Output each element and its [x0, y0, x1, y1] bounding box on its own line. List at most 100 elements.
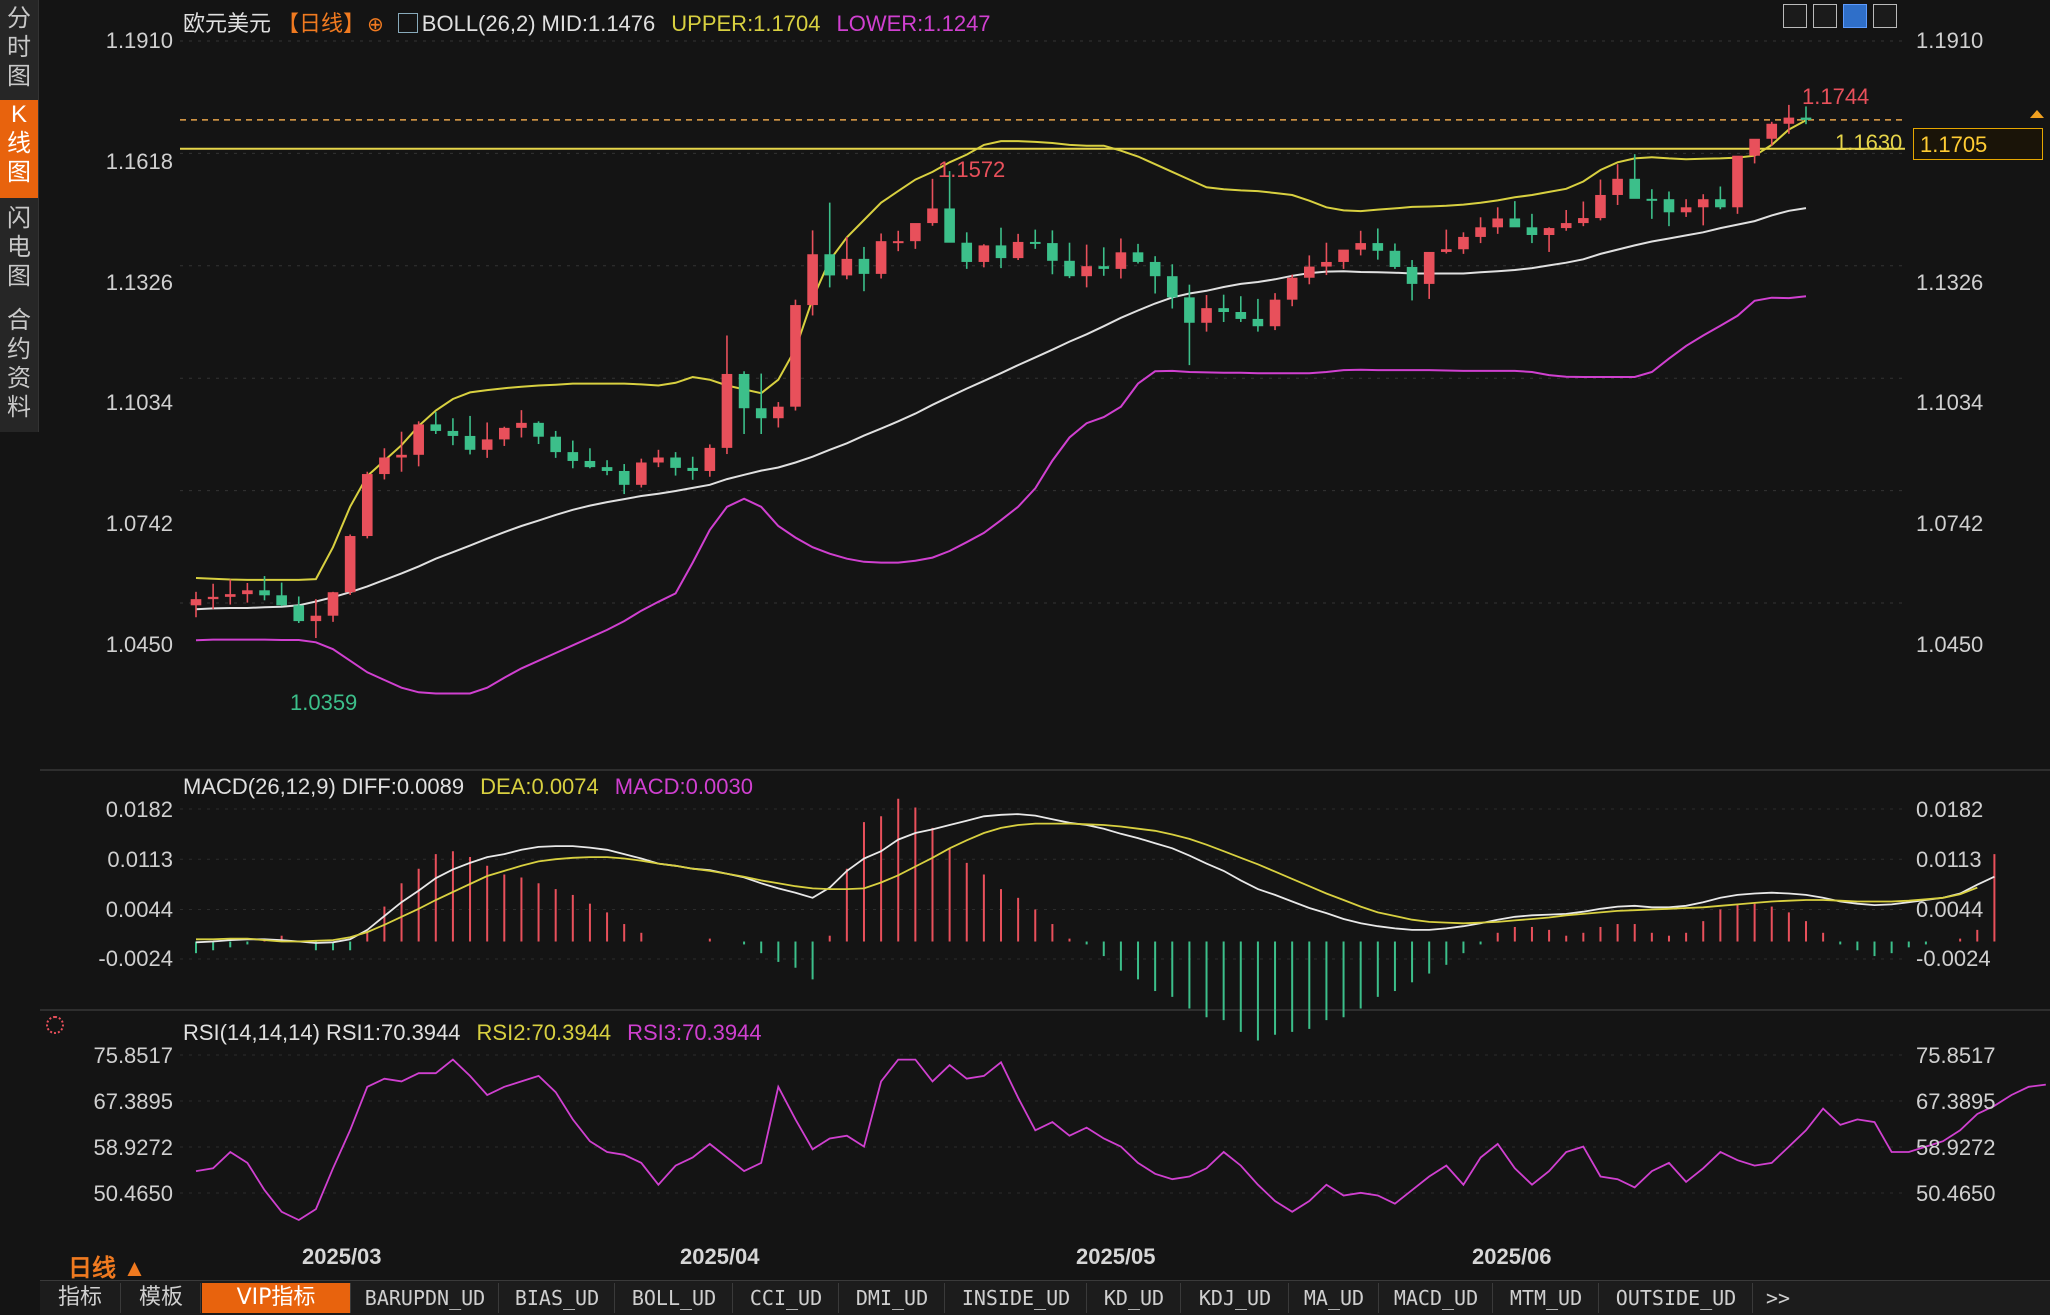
main-y-tick-left: 1.1910: [105, 28, 173, 53]
candle-body: [773, 406, 784, 419]
candle-body: [858, 258, 870, 274]
side-tab-char: 料: [7, 394, 31, 421]
candle-body: [755, 408, 767, 419]
tab-contract-info[interactable]: 合约资料: [0, 306, 38, 428]
period-selector[interactable]: 日线 ▲: [68, 1255, 147, 1282]
tab-macd-ud[interactable]: MACD_UD: [1380, 1283, 1493, 1313]
tab-kdj-ud[interactable]: KDJ_UD: [1182, 1283, 1289, 1313]
candle-body: [1766, 123, 1778, 139]
macd-diff-line: [195, 813, 1995, 944]
macd-params: MACD(26,12,9): [183, 774, 336, 799]
candle-body: [1406, 266, 1418, 284]
candle-body: [1646, 198, 1658, 201]
side-tab-char: K: [10, 101, 27, 128]
period-label: 【日线】: [277, 11, 366, 36]
tab-inside-ud[interactable]: INSIDE_UD: [946, 1283, 1087, 1313]
main-y-tick-left: 1.1034: [105, 390, 173, 415]
candle-body: [1149, 261, 1161, 277]
tab-indicators[interactable]: 指标: [40, 1283, 121, 1313]
candle-body: [1081, 266, 1092, 277]
main-y-tick-right: 1.1326: [1916, 270, 1984, 295]
boll-upper-line: [195, 119, 1807, 581]
rsi-y-tick-left: 67.3895: [93, 1089, 173, 1114]
tab-templates[interactable]: 模板: [122, 1283, 201, 1313]
candlestick-icon[interactable]: [1813, 4, 1837, 28]
candle-body: [1252, 318, 1264, 327]
candle-body: [1783, 117, 1795, 124]
side-tab-char: 闪: [7, 205, 31, 232]
side-tab-char: 电: [7, 234, 31, 261]
current-price-box: 1.1705: [1913, 128, 2043, 160]
macd-y-tick-left: 0.0113: [107, 847, 173, 872]
candle-body: [190, 599, 202, 606]
rsi-y-tick-right: 67.3895: [1916, 1089, 1996, 1114]
candle-body: [447, 430, 459, 436]
candle-body: [1509, 218, 1521, 228]
indicator-tab-bar: 指标 模板 VIP指标 BARUPDN_UD BIAS_UD BOLL_UD C…: [40, 1280, 2050, 1315]
tab-timeline[interactable]: 分时图: [0, 4, 38, 96]
main-y-tick-left: 1.1326: [105, 270, 173, 295]
rsi-y-tick-right: 75.8517: [1916, 1043, 1996, 1068]
side-tab-char: 分: [7, 5, 31, 32]
candle-body: [1235, 311, 1247, 319]
candle-body: [310, 615, 322, 622]
x-tick-label: 2025/04: [680, 1244, 760, 1269]
indicator-settings-icon[interactable]: [46, 1016, 64, 1034]
side-tab-char: 图: [7, 159, 31, 186]
tab-more-button[interactable]: >>: [1765, 1286, 1791, 1310]
candle-body: [944, 208, 955, 243]
boll-chart-icon: [397, 13, 418, 33]
main-y-tick-left: 1.0742: [105, 511, 173, 536]
rsi3-value: RSI3:70.3944: [627, 1020, 762, 1045]
tab-bias-ud[interactable]: BIAS_UD: [500, 1283, 615, 1313]
candle-body: [1732, 155, 1743, 208]
tab-kd-ud[interactable]: KD_UD: [1088, 1283, 1181, 1313]
tab-flash-chart[interactable]: 闪电图: [0, 204, 38, 296]
boll-mid-line: [195, 207, 1807, 611]
candle-body: [1543, 228, 1555, 236]
tab-mtm-ud[interactable]: MTM_UD: [1494, 1283, 1599, 1313]
candle-body: [618, 470, 630, 485]
tab-ma-ud[interactable]: MA_UD: [1290, 1283, 1379, 1313]
macd-y-tick-left: -0.0024: [98, 946, 173, 971]
side-tab-char: 时: [7, 34, 31, 61]
tab-boll-ud[interactable]: BOLL_UD: [616, 1283, 733, 1313]
line-chart-icon[interactable]: [1843, 4, 1867, 28]
rsi-y-tick-left: 50.4650: [93, 1181, 173, 1206]
candle-body: [1578, 218, 1589, 224]
rsi-y-tick-left: 75.8517: [93, 1043, 173, 1068]
candle-body: [1423, 251, 1435, 284]
candle-body: [1475, 227, 1486, 237]
candle-body: [1286, 277, 1298, 300]
candle-body: [1680, 207, 1692, 213]
candle-body: [687, 467, 699, 471]
candle-body: [978, 245, 990, 262]
macd-y-tick-left: 0.0182: [105, 797, 173, 822]
tab-cci-ud[interactable]: CCI_UD: [734, 1283, 839, 1313]
side-tab-char: 资: [7, 365, 31, 392]
candle-body: [1612, 178, 1623, 195]
candle-body: [636, 462, 647, 485]
macd-y-tick-left: 0.0044: [105, 897, 173, 922]
candle-body: [1663, 199, 1675, 213]
candle-body: [824, 254, 836, 276]
symbol-name: 欧元美元: [183, 11, 272, 36]
main-y-tick-right: 1.0450: [1916, 632, 1984, 657]
candle-body: [1132, 252, 1144, 262]
tab-vip-indicators[interactable]: VIP指标: [202, 1283, 351, 1313]
candle-body: [1098, 266, 1110, 269]
crosshair-icon[interactable]: [1783, 4, 1807, 28]
export-icon[interactable]: [1873, 4, 1897, 28]
candle-body: [293, 605, 305, 622]
tab-barupdn-ud[interactable]: BARUPDN_UD: [352, 1283, 499, 1313]
tab-dmi-ud[interactable]: DMI_UD: [840, 1283, 945, 1313]
candle-body: [1269, 299, 1281, 327]
tab-outside-ud[interactable]: OUTSIDE_UD: [1600, 1283, 1753, 1313]
candle-body: [1338, 249, 1349, 262]
macd-dea-line: [196, 822, 1978, 943]
candle-body: [584, 460, 596, 468]
add-indicator-icon[interactable]: ⊕: [367, 14, 384, 36]
side-tab-char: 图: [7, 263, 31, 290]
